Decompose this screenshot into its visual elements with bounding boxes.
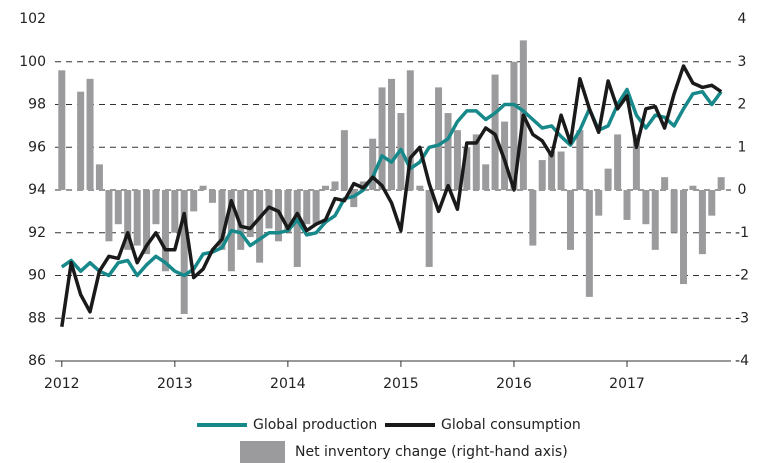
- y-tick-label: 90: [28, 268, 46, 284]
- bar: [557, 151, 565, 190]
- legend-swatch: [240, 441, 285, 463]
- bar: [548, 151, 556, 190]
- bar: [425, 190, 433, 267]
- bar: [322, 185, 330, 190]
- x-tick-label: 2015: [383, 376, 419, 392]
- bar: [95, 164, 103, 190]
- bar: [595, 190, 603, 216]
- bar: [284, 190, 292, 233]
- bar: [444, 113, 452, 190]
- y2-tick-label: 0: [738, 182, 747, 198]
- bar: [576, 130, 584, 190]
- x-tick-label: 2012: [44, 376, 80, 392]
- bar: [453, 130, 461, 190]
- bar: [218, 190, 226, 250]
- bar: [708, 190, 716, 216]
- bar: [388, 78, 396, 190]
- bar: [680, 190, 688, 285]
- bar: [604, 168, 612, 190]
- bar: [661, 177, 669, 190]
- x-tick-label: 2016: [496, 376, 532, 392]
- bar: [86, 78, 94, 190]
- x-tick-label: 2014: [270, 376, 306, 392]
- bar: [369, 138, 377, 190]
- bar: [143, 190, 151, 255]
- series-line: [60, 87, 723, 278]
- bar: [623, 190, 631, 220]
- bar: [538, 160, 546, 190]
- y-tick-label: 92: [28, 225, 46, 241]
- bar: [331, 181, 339, 190]
- y-tick-label: 100: [19, 54, 46, 70]
- bar: [378, 87, 386, 190]
- bar: [246, 190, 254, 238]
- y-tick-label: 96: [28, 139, 46, 155]
- bar: [256, 190, 264, 263]
- bar: [510, 61, 518, 190]
- bar: [237, 190, 245, 250]
- bar: [642, 190, 650, 225]
- bar: [274, 190, 282, 242]
- bar: [152, 190, 160, 225]
- bar: [58, 70, 66, 190]
- y2-tick-label: -2: [735, 268, 749, 284]
- bar: [406, 70, 414, 190]
- bar: [114, 190, 122, 225]
- y-tick-label: 88: [28, 310, 46, 326]
- bar: [416, 185, 424, 190]
- series-line: [60, 64, 723, 328]
- x-tick-label: 2013: [157, 376, 193, 392]
- y2-tick-label: -3: [735, 310, 749, 326]
- bar: [199, 185, 207, 190]
- y-tick-label: 98: [28, 97, 46, 113]
- bar: [105, 190, 113, 242]
- y-tick-label: 102: [19, 11, 46, 27]
- bar: [614, 134, 622, 190]
- y2-tick-label: -1: [735, 225, 749, 241]
- x-tick-label: 2017: [609, 376, 645, 392]
- bar: [435, 87, 443, 190]
- bar: [529, 190, 537, 246]
- y2-tick-label: 1: [738, 139, 747, 155]
- bar: [180, 190, 188, 314]
- bar: [717, 177, 725, 190]
- y2-tick-label: 4: [738, 11, 747, 27]
- bar: [124, 190, 132, 250]
- bar: [312, 190, 320, 225]
- bar: [670, 190, 678, 233]
- legend-label: Global production: [253, 417, 377, 433]
- legend-label: Net inventory change (right-hand axis): [295, 444, 568, 460]
- bar: [340, 130, 348, 190]
- bar: [585, 190, 593, 297]
- bar: [350, 190, 358, 208]
- bar: [689, 185, 697, 190]
- bar: [208, 190, 216, 203]
- y2-tick-label: 2: [738, 97, 747, 113]
- y-tick-label: 86: [28, 353, 46, 369]
- y-tick-label: 94: [28, 182, 46, 198]
- bar: [161, 190, 169, 272]
- bar: [651, 190, 659, 250]
- bar: [482, 164, 490, 190]
- bar: [632, 134, 640, 190]
- bar: [190, 190, 198, 212]
- bar: [171, 190, 179, 233]
- bar: [472, 134, 480, 190]
- bar: [566, 190, 574, 250]
- bar: [698, 190, 706, 255]
- bar: [463, 147, 471, 190]
- bar: [293, 190, 301, 267]
- bar: [77, 91, 85, 190]
- bar: [303, 190, 311, 225]
- y2-tick-label: -4: [735, 353, 749, 369]
- legend-label: Global consumption: [441, 417, 581, 433]
- bar: [133, 190, 141, 246]
- y2-tick-label: 3: [738, 54, 747, 70]
